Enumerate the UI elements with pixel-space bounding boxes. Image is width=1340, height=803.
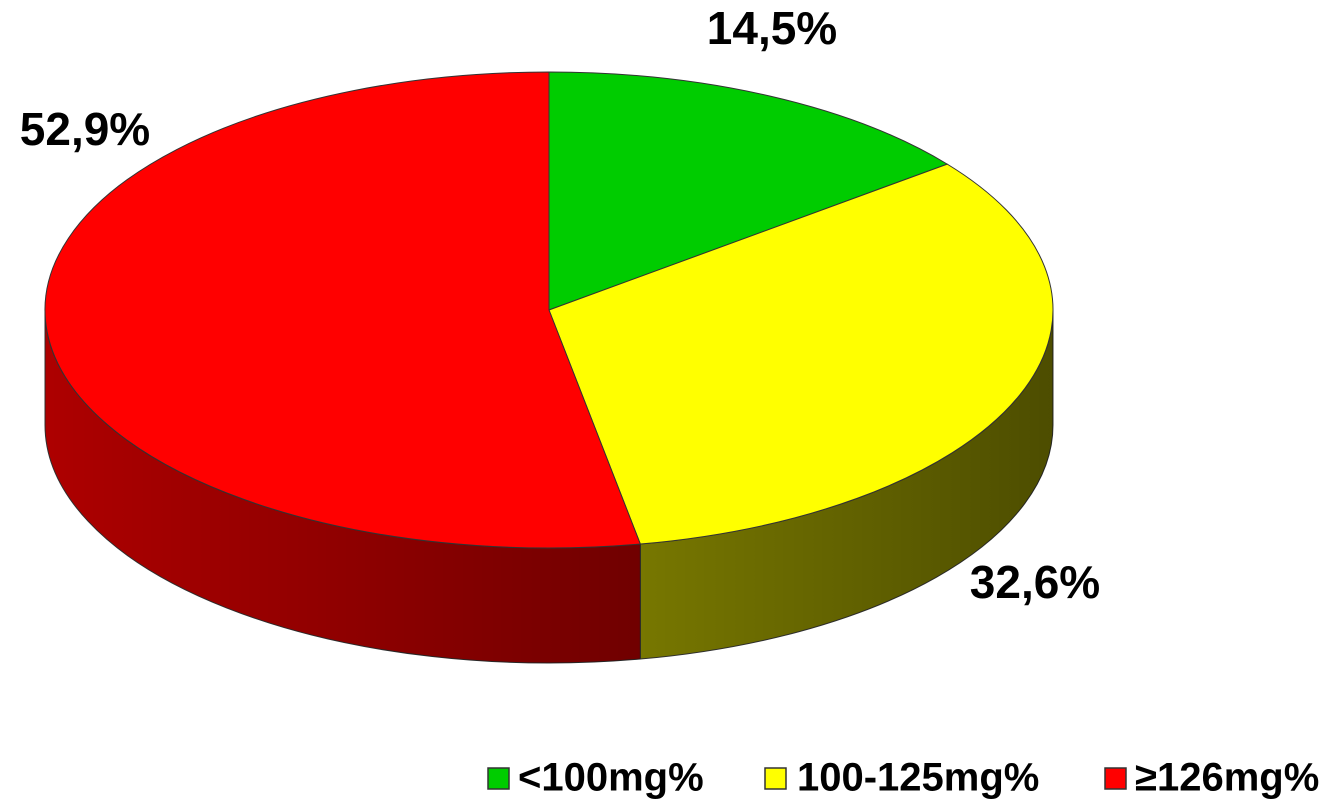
legend-label: 100-125mg% — [797, 756, 1039, 800]
legend: <100mg% 100-125mg% ≥126mg% — [487, 756, 1319, 800]
value-label: 14,5% — [707, 2, 837, 54]
side-shade — [640, 310, 1054, 660]
pie-tops — [44, 71, 1054, 549]
value-label: 32,6% — [970, 556, 1100, 608]
legend-label: <100mg% — [518, 756, 704, 800]
pie-slice — [44, 71, 642, 549]
side-shade — [45, 310, 641, 663]
value-labels: 14,5% 32,6% 52,9% — [20, 2, 1100, 608]
legend-swatch — [1104, 767, 1127, 790]
pie-slice — [548, 71, 949, 311]
pie-slice — [548, 163, 1054, 545]
legend-label: ≥126mg% — [1135, 756, 1319, 800]
value-label: 52,9% — [20, 103, 150, 155]
legend-swatch — [764, 767, 787, 790]
legend-swatch — [487, 767, 510, 790]
